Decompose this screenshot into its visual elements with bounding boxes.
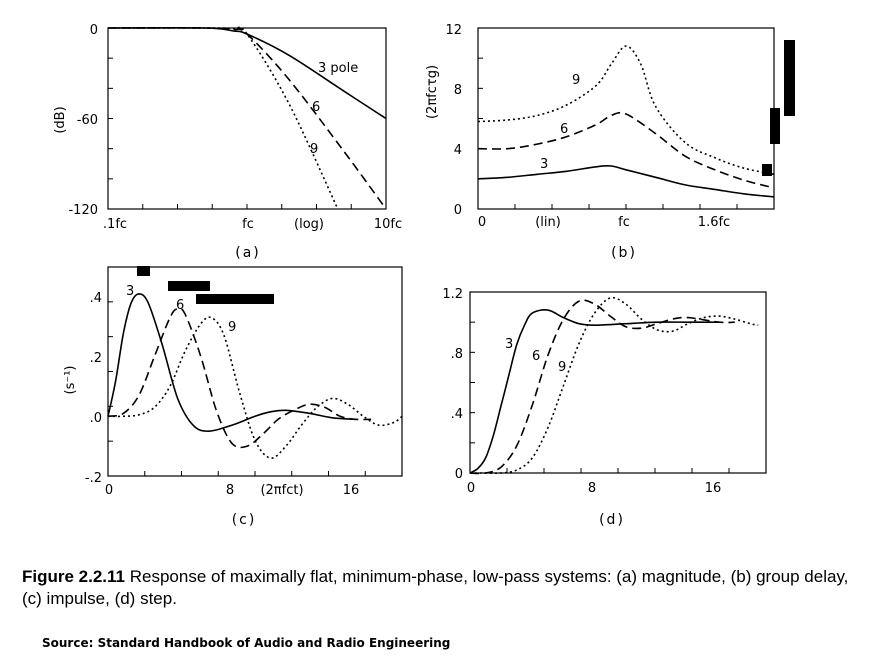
panel-d-series-3-label: 3 <box>505 337 513 352</box>
panel-b-series-9-label: 9 <box>572 73 580 88</box>
panel-b-xtick-0: 0 <box>478 215 486 230</box>
panel-a-xtick-3: 10fc <box>374 217 402 232</box>
panel-a-label: (a) <box>235 245 261 261</box>
panel-b-plot-frame <box>477 27 775 210</box>
panel-c-series-3-label: 3 <box>126 284 134 299</box>
panel-b-group-delay: 12 8 4 0 0 (lin) fc 1.6fc (2πfcτg) (b) 3… <box>425 23 795 261</box>
panel-b-ytick-1: 8 <box>454 83 462 98</box>
panel-b-xtick-2: fc <box>618 215 630 230</box>
panel-b-ylabel: (2πfcτg) <box>425 65 440 119</box>
panel-c-ytick-3: -.2 <box>85 471 102 486</box>
panel-c-impulse: .4 .2 .0 -.2 0 8 (2πfct) 16 (s⁻¹) (c) 3 … <box>63 266 403 528</box>
redaction-block <box>137 266 150 276</box>
panel-c-xtick-1: 8 <box>226 483 234 498</box>
panel-c-ytick-0: .4 <box>90 291 102 306</box>
panel-a-series-3-label: 3 pole <box>318 61 358 76</box>
panel-b-ytick-3: 0 <box>454 203 462 218</box>
panel-c-series-9-label: 9 <box>228 320 236 335</box>
figure-caption-text: Response of maximally flat, minimum-phas… <box>22 567 849 608</box>
panel-c-xtick-0: 0 <box>105 483 113 498</box>
panel-b-xtick-1: (lin) <box>535 215 561 230</box>
series-line-c-3 <box>107 293 356 433</box>
panel-a-series-9-label: 9 <box>310 142 318 157</box>
panel-c-xtick-2: (2πfct) <box>260 483 303 498</box>
series-line-d-3 <box>469 309 720 474</box>
redaction-block <box>196 294 274 304</box>
series-line-b-9 <box>477 45 775 176</box>
series-line-a-6 <box>107 27 387 210</box>
panel-d-xtick-2: 16 <box>705 481 722 496</box>
panel-a-magnitude: 0 -60 -120 .1fc fc (log) 10fc (dB) (a) 3… <box>53 23 402 261</box>
panel-b-xtick-3: 1.6fc <box>698 215 730 230</box>
redaction-block <box>762 164 772 176</box>
panel-d-series-9-label: 9 <box>558 360 566 375</box>
panel-b-ytick-2: 4 <box>454 143 462 158</box>
redaction-block <box>770 108 780 144</box>
redaction-block <box>784 40 795 116</box>
redaction-block <box>168 281 210 291</box>
panel-b-series-3-label: 3 <box>540 157 548 172</box>
panel-d-series-6-label: 6 <box>532 349 540 364</box>
panel-d-ytick-1: .8 <box>451 347 463 362</box>
series-line-d-9 <box>470 296 759 475</box>
panel-d-ytick-2: .4 <box>451 407 463 422</box>
panel-a-series-6-label: 6 <box>312 100 320 115</box>
panel-c-label: (c) <box>232 512 257 528</box>
figure-caption: Figure 2.2.11 Response of maximally flat… <box>22 566 872 610</box>
panel-a-ylabel: (dB) <box>53 106 68 133</box>
panel-a-plot-frame <box>107 27 387 210</box>
panel-d-ytick-3: 0 <box>455 467 463 482</box>
panel-d-label: (d) <box>599 512 625 528</box>
panel-a-xtick-2: (log) <box>294 217 324 232</box>
panel-d-ytick-0: 1.2 <box>442 287 463 302</box>
panel-c-ylabel: (s⁻¹) <box>63 366 78 395</box>
figure: 0 -60 -120 .1fc fc (log) 10fc (dB) (a) 3… <box>53 23 795 528</box>
figure-number: Figure 2.2.11 <box>22 567 125 586</box>
source-credit: Source: Standard Handbook of Audio and R… <box>42 636 451 650</box>
series-line-b-3 <box>477 164 775 198</box>
panel-a-xtick-0: .1fc <box>103 217 127 232</box>
series-line-b-6 <box>477 111 775 189</box>
series-line-c-9 <box>107 316 403 459</box>
panel-d-step: 1.2 .8 .4 0 0 8 16 (d) 3 6 9 <box>442 287 767 528</box>
panel-c-series-6-label: 6 <box>176 298 184 313</box>
panel-b-series-6-label: 6 <box>560 122 568 137</box>
series-line-a-9 <box>107 26 339 210</box>
panel-c-xtick-3: 16 <box>343 483 360 498</box>
series-line-c-6 <box>107 307 372 449</box>
series-line-d-6 <box>469 299 735 475</box>
panel-a-ytick-0: 0 <box>90 23 98 38</box>
panel-b-ytick-0: 12 <box>445 23 462 38</box>
panel-d-plot-frame <box>469 291 767 474</box>
panel-a-xtick-1: fc <box>242 217 254 232</box>
panel-d-xtick-1: 8 <box>588 481 596 496</box>
panel-a-ytick-1: -60 <box>77 113 98 128</box>
panel-a-ytick-2: -120 <box>68 203 98 218</box>
panel-b-label: (b) <box>611 245 637 261</box>
panel-c-ytick-1: .2 <box>90 351 102 366</box>
panel-d-xtick-0: 0 <box>467 481 475 496</box>
panel-c-ytick-2: .0 <box>90 411 102 426</box>
